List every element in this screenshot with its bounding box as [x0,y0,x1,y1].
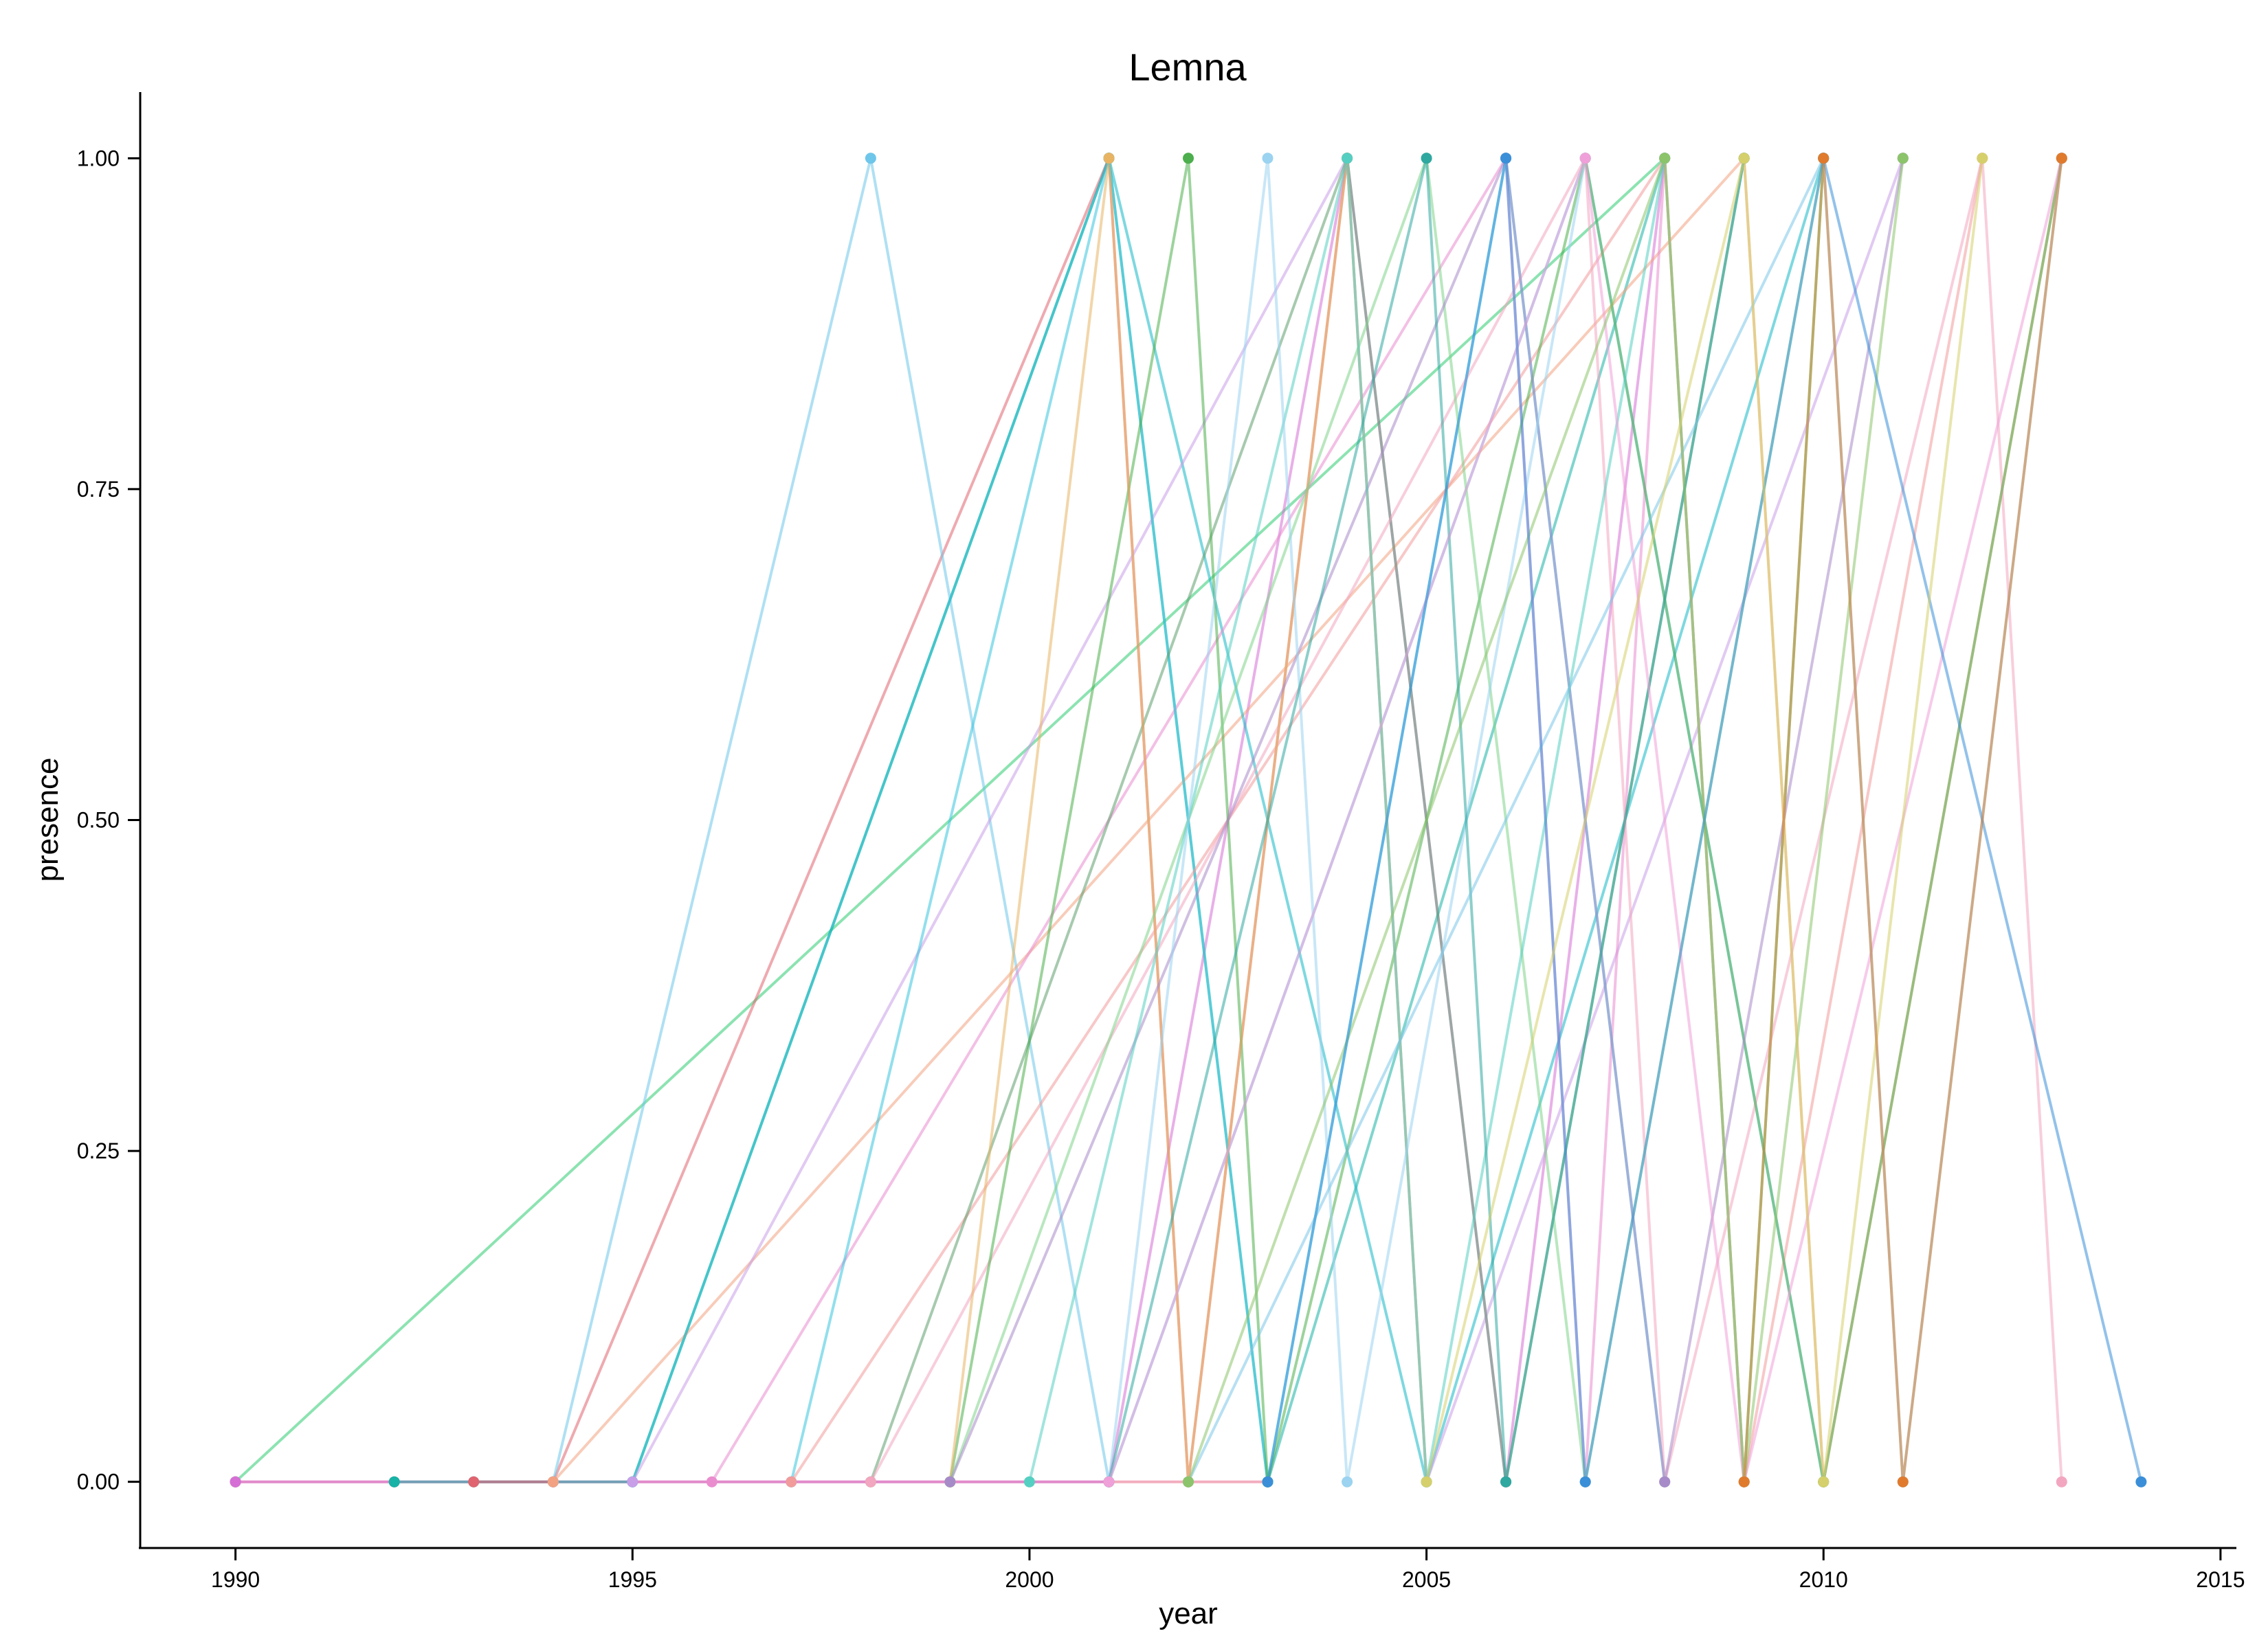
y-tick-label: 0.50 [77,808,120,833]
series-points [230,153,2147,1488]
data-point [1262,1476,1274,1488]
data-point [786,1476,797,1488]
data-point [1421,1476,1432,1488]
chart-title: Lemna [1129,45,1247,89]
data-point [1659,1476,1671,1488]
data-point [1579,153,1591,164]
series-line-21 [1107,157,1746,1483]
data-point [1500,1476,1512,1488]
data-point [388,1476,400,1488]
data-point [1977,153,1988,164]
data-point [1500,153,1512,164]
x-tick-label: 2015 [2196,1567,2245,1592]
data-point [1897,153,1909,164]
data-point [1183,153,1194,164]
series-lines [234,153,2143,1488]
data-point [706,1476,718,1488]
y-axis-label: presence [31,757,65,882]
data-point [1103,153,1115,164]
series-line-27 [1742,158,2063,1482]
data-point [1738,153,1750,164]
data-point [547,1476,559,1488]
data-point [230,1476,241,1488]
data-point [944,1476,956,1488]
y-tick-label: 0.25 [77,1138,120,1163]
data-point [2056,153,2067,164]
x-tick-label: 2000 [1005,1567,1054,1592]
data-point [1738,1476,1750,1488]
data-point [2135,1476,2147,1488]
data-point [1342,1476,1353,1488]
data-point [1023,1476,1035,1488]
series-line-25 [1266,157,2143,1483]
data-point [1659,153,1671,164]
y-tick-label: 0.00 [77,1470,120,1494]
data-point [1897,1476,1909,1488]
data-point [1818,153,1830,164]
data-point [1262,153,1274,164]
data-point [1183,1476,1194,1488]
data-point [468,1476,480,1488]
x-tick-label: 1990 [211,1567,260,1592]
x-axis-ticks: 1990 1995 2000 2005 2010 2015 [211,1548,2245,1592]
x-tick-label: 2005 [1402,1567,1451,1592]
x-tick-label: 2010 [1799,1567,1848,1592]
data-point [865,1476,876,1488]
data-point [1103,1476,1115,1488]
data-point [2056,1476,2067,1488]
x-tick-label: 1995 [608,1567,657,1592]
series-line-5 [474,157,1349,1483]
data-point [1579,1476,1591,1488]
data-point [1342,153,1353,164]
y-tick-label: 0.75 [77,477,120,502]
data-point [865,153,876,164]
data-point [1818,1476,1830,1488]
data-point [627,1476,638,1488]
x-axis-label: year [1159,1597,1218,1630]
y-tick-label: 1.00 [77,146,120,170]
y-axis-ticks: 0.00 0.25 0.50 0.75 1.00 [77,146,140,1494]
data-point [1421,153,1432,164]
